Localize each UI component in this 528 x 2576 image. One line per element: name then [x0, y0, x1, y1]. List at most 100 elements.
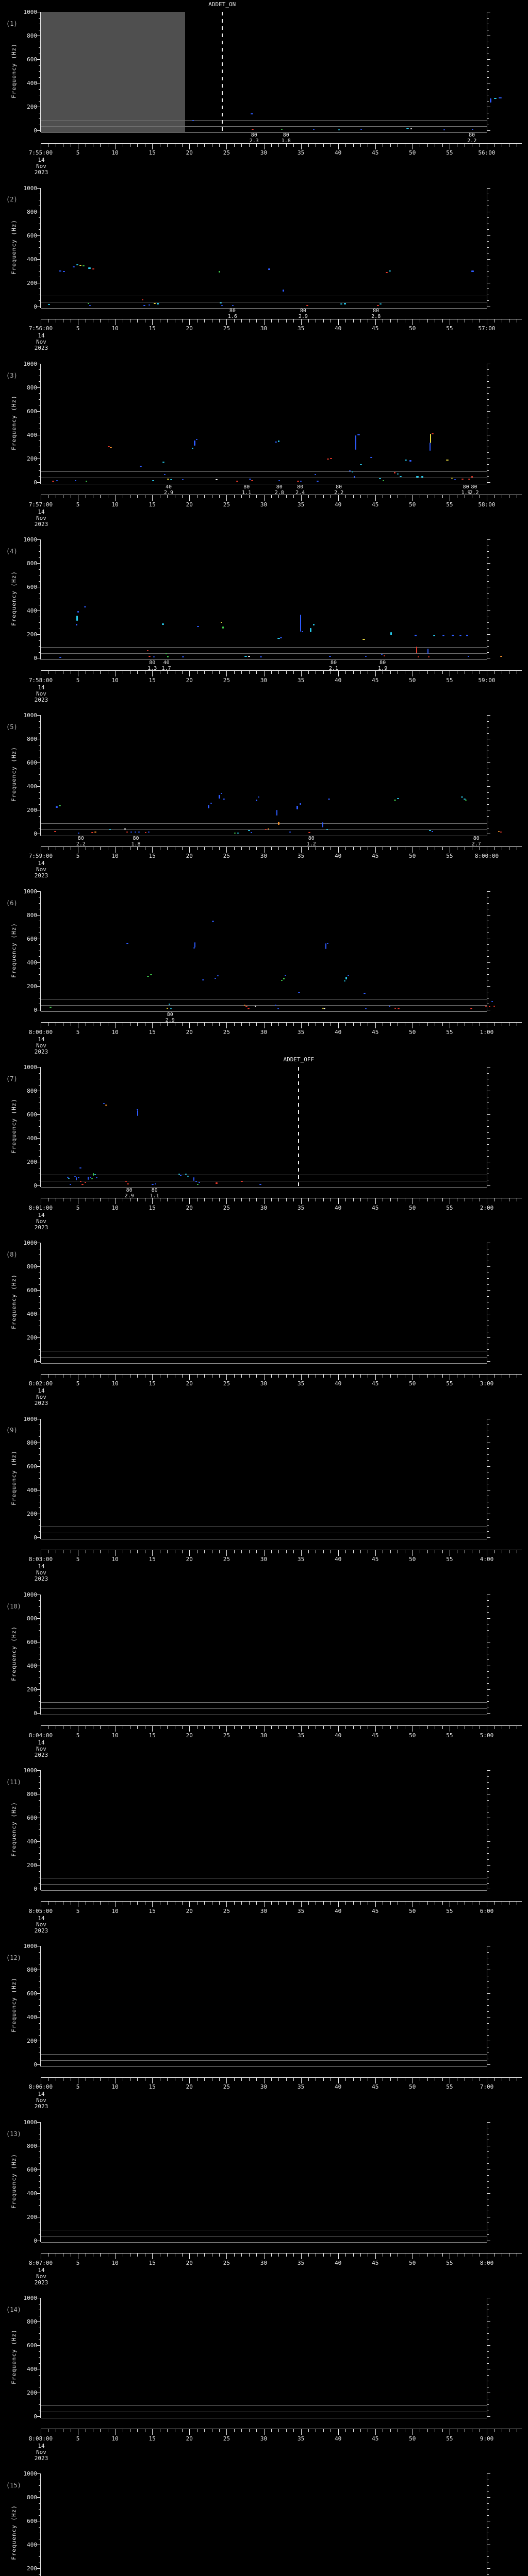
- y-tick: [39, 2527, 40, 2528]
- signal-blip: [338, 129, 340, 130]
- detection-annotation-score: 2.9: [298, 314, 308, 320]
- signal-blip: [144, 832, 146, 834]
- detector-event-line: [298, 1067, 300, 1188]
- y-tick: [487, 903, 489, 904]
- y-tick: [39, 652, 40, 653]
- time-tick: [301, 1198, 302, 1205]
- detection-annotation-score: 2.2: [76, 841, 86, 848]
- signal-blip: [244, 656, 247, 657]
- x-tick-label: 30: [260, 501, 268, 508]
- y-tick: [487, 1952, 489, 1953]
- y-tick: [39, 774, 40, 775]
- signal-blip: [277, 637, 280, 639]
- signal-blip: [193, 947, 195, 948]
- x-tick-label: 35: [297, 2083, 305, 2091]
- time-tick: [286, 319, 287, 323]
- y-tick: [39, 1883, 40, 1884]
- frequency-gridline: [41, 647, 487, 648]
- time-tick: [137, 143, 138, 147]
- time-tick: [345, 1374, 346, 1378]
- signal-blip: [162, 623, 164, 625]
- time-axis-line: [41, 846, 522, 847]
- date-label: 14: [38, 2442, 45, 2449]
- x-start-time-label: 7:55:00: [28, 149, 53, 156]
- time-tick: [360, 1726, 361, 1730]
- y-tick: [487, 1466, 490, 1467]
- y-tick: [37, 1138, 40, 1139]
- date-label: 14: [38, 860, 45, 867]
- signal-blip: [385, 272, 388, 273]
- time-tick: [442, 1550, 443, 1553]
- panel-index-label: (7): [6, 1075, 18, 1082]
- time-tick: [241, 1902, 242, 1905]
- time-tick: [100, 1198, 101, 1202]
- y-tick-label: 1000: [23, 712, 38, 719]
- time-tick: [375, 1726, 376, 1732]
- y-tick-label: 1000: [23, 1064, 38, 1071]
- y-tick: [487, 1689, 490, 1690]
- detection-annotation-score: 2.7: [471, 841, 481, 848]
- y-tick: [487, 1618, 490, 1619]
- y-tick-label: 400: [27, 2366, 37, 2373]
- y-tick: [39, 1871, 40, 1872]
- date-label: Nov: [36, 2097, 46, 2104]
- y-tick: [487, 300, 489, 301]
- x-tick-label: 15: [148, 501, 156, 508]
- time-tick: [256, 671, 257, 674]
- x-tick-label: 25: [223, 1028, 230, 1036]
- time-tick: [100, 1726, 101, 1730]
- detection-annotation-score: 2.3: [249, 138, 259, 144]
- time-tick: [219, 143, 220, 147]
- signal-blip: [56, 480, 58, 481]
- y-tick: [487, 2187, 489, 2188]
- x-tick-label: 45: [372, 1556, 379, 1563]
- y-tick: [487, 968, 489, 969]
- y-axis-title: Frequency (Hz): [10, 922, 18, 978]
- y-tick: [37, 2193, 40, 2194]
- y-tick-label: 400: [27, 1135, 37, 1142]
- time-tick: [204, 495, 205, 499]
- signal-blip: [87, 302, 89, 304]
- y-tick: [37, 130, 40, 131]
- plot-bottom-border: [41, 659, 487, 660]
- y-tick: [487, 2181, 489, 2182]
- time-tick: [390, 1023, 391, 1026]
- time-tick: [241, 1023, 242, 1026]
- x-tick-label: 20: [186, 1028, 193, 1036]
- time-tick: [345, 1550, 346, 1553]
- y-tick: [487, 1436, 489, 1437]
- signal-blip: [365, 1008, 367, 1009]
- signal-blip: [348, 975, 350, 976]
- y-tick: [487, 1671, 489, 1672]
- x-tick-label: 15: [148, 1556, 156, 1563]
- time-tick: [100, 143, 101, 147]
- y-tick: [487, 1507, 489, 1509]
- y-tick-label: 200: [27, 279, 37, 286]
- signal-blip: [124, 828, 126, 830]
- x-tick-label: 15: [148, 1028, 156, 1036]
- date-label: Nov: [36, 1042, 46, 1049]
- signal-blip: [379, 478, 381, 480]
- time-tick: [182, 1374, 183, 1378]
- y-tick: [37, 2416, 40, 2417]
- time-tick: [241, 319, 242, 323]
- time-tick: [152, 671, 153, 677]
- signal-blip: [398, 1008, 400, 1009]
- signal-blip: [381, 654, 383, 655]
- y-tick: [39, 569, 40, 570]
- y-tick: [487, 774, 489, 775]
- x-tick-label: 50: [409, 1556, 416, 1563]
- y-tick: [487, 188, 490, 189]
- y-tick: [487, 1612, 489, 1613]
- no-data-mask: [41, 12, 185, 132]
- y-tick: [487, 1132, 489, 1133]
- time-tick: [427, 1374, 428, 1378]
- time-tick: [427, 2429, 428, 2433]
- x-tick-label: 25: [223, 325, 230, 332]
- time-tick: [204, 319, 205, 323]
- signal-blip: [147, 832, 150, 833]
- y-axis-title: Frequency (Hz): [10, 1098, 18, 1154]
- time-tick: [249, 1902, 250, 1905]
- time-tick: [137, 1374, 138, 1378]
- signal-blip: [152, 480, 155, 482]
